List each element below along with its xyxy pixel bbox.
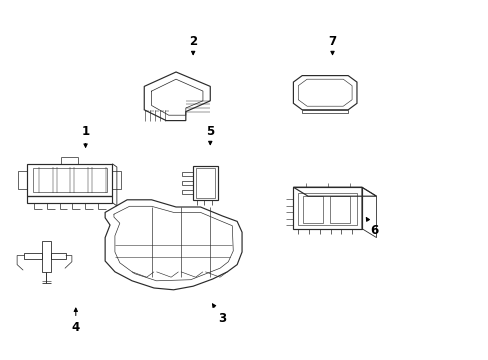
Text: 7: 7 xyxy=(328,35,336,55)
Text: 4: 4 xyxy=(72,308,80,334)
Text: 1: 1 xyxy=(81,125,89,147)
Text: 2: 2 xyxy=(189,35,197,55)
Text: 3: 3 xyxy=(212,304,226,325)
Text: 5: 5 xyxy=(206,125,214,145)
Text: 6: 6 xyxy=(366,217,377,237)
